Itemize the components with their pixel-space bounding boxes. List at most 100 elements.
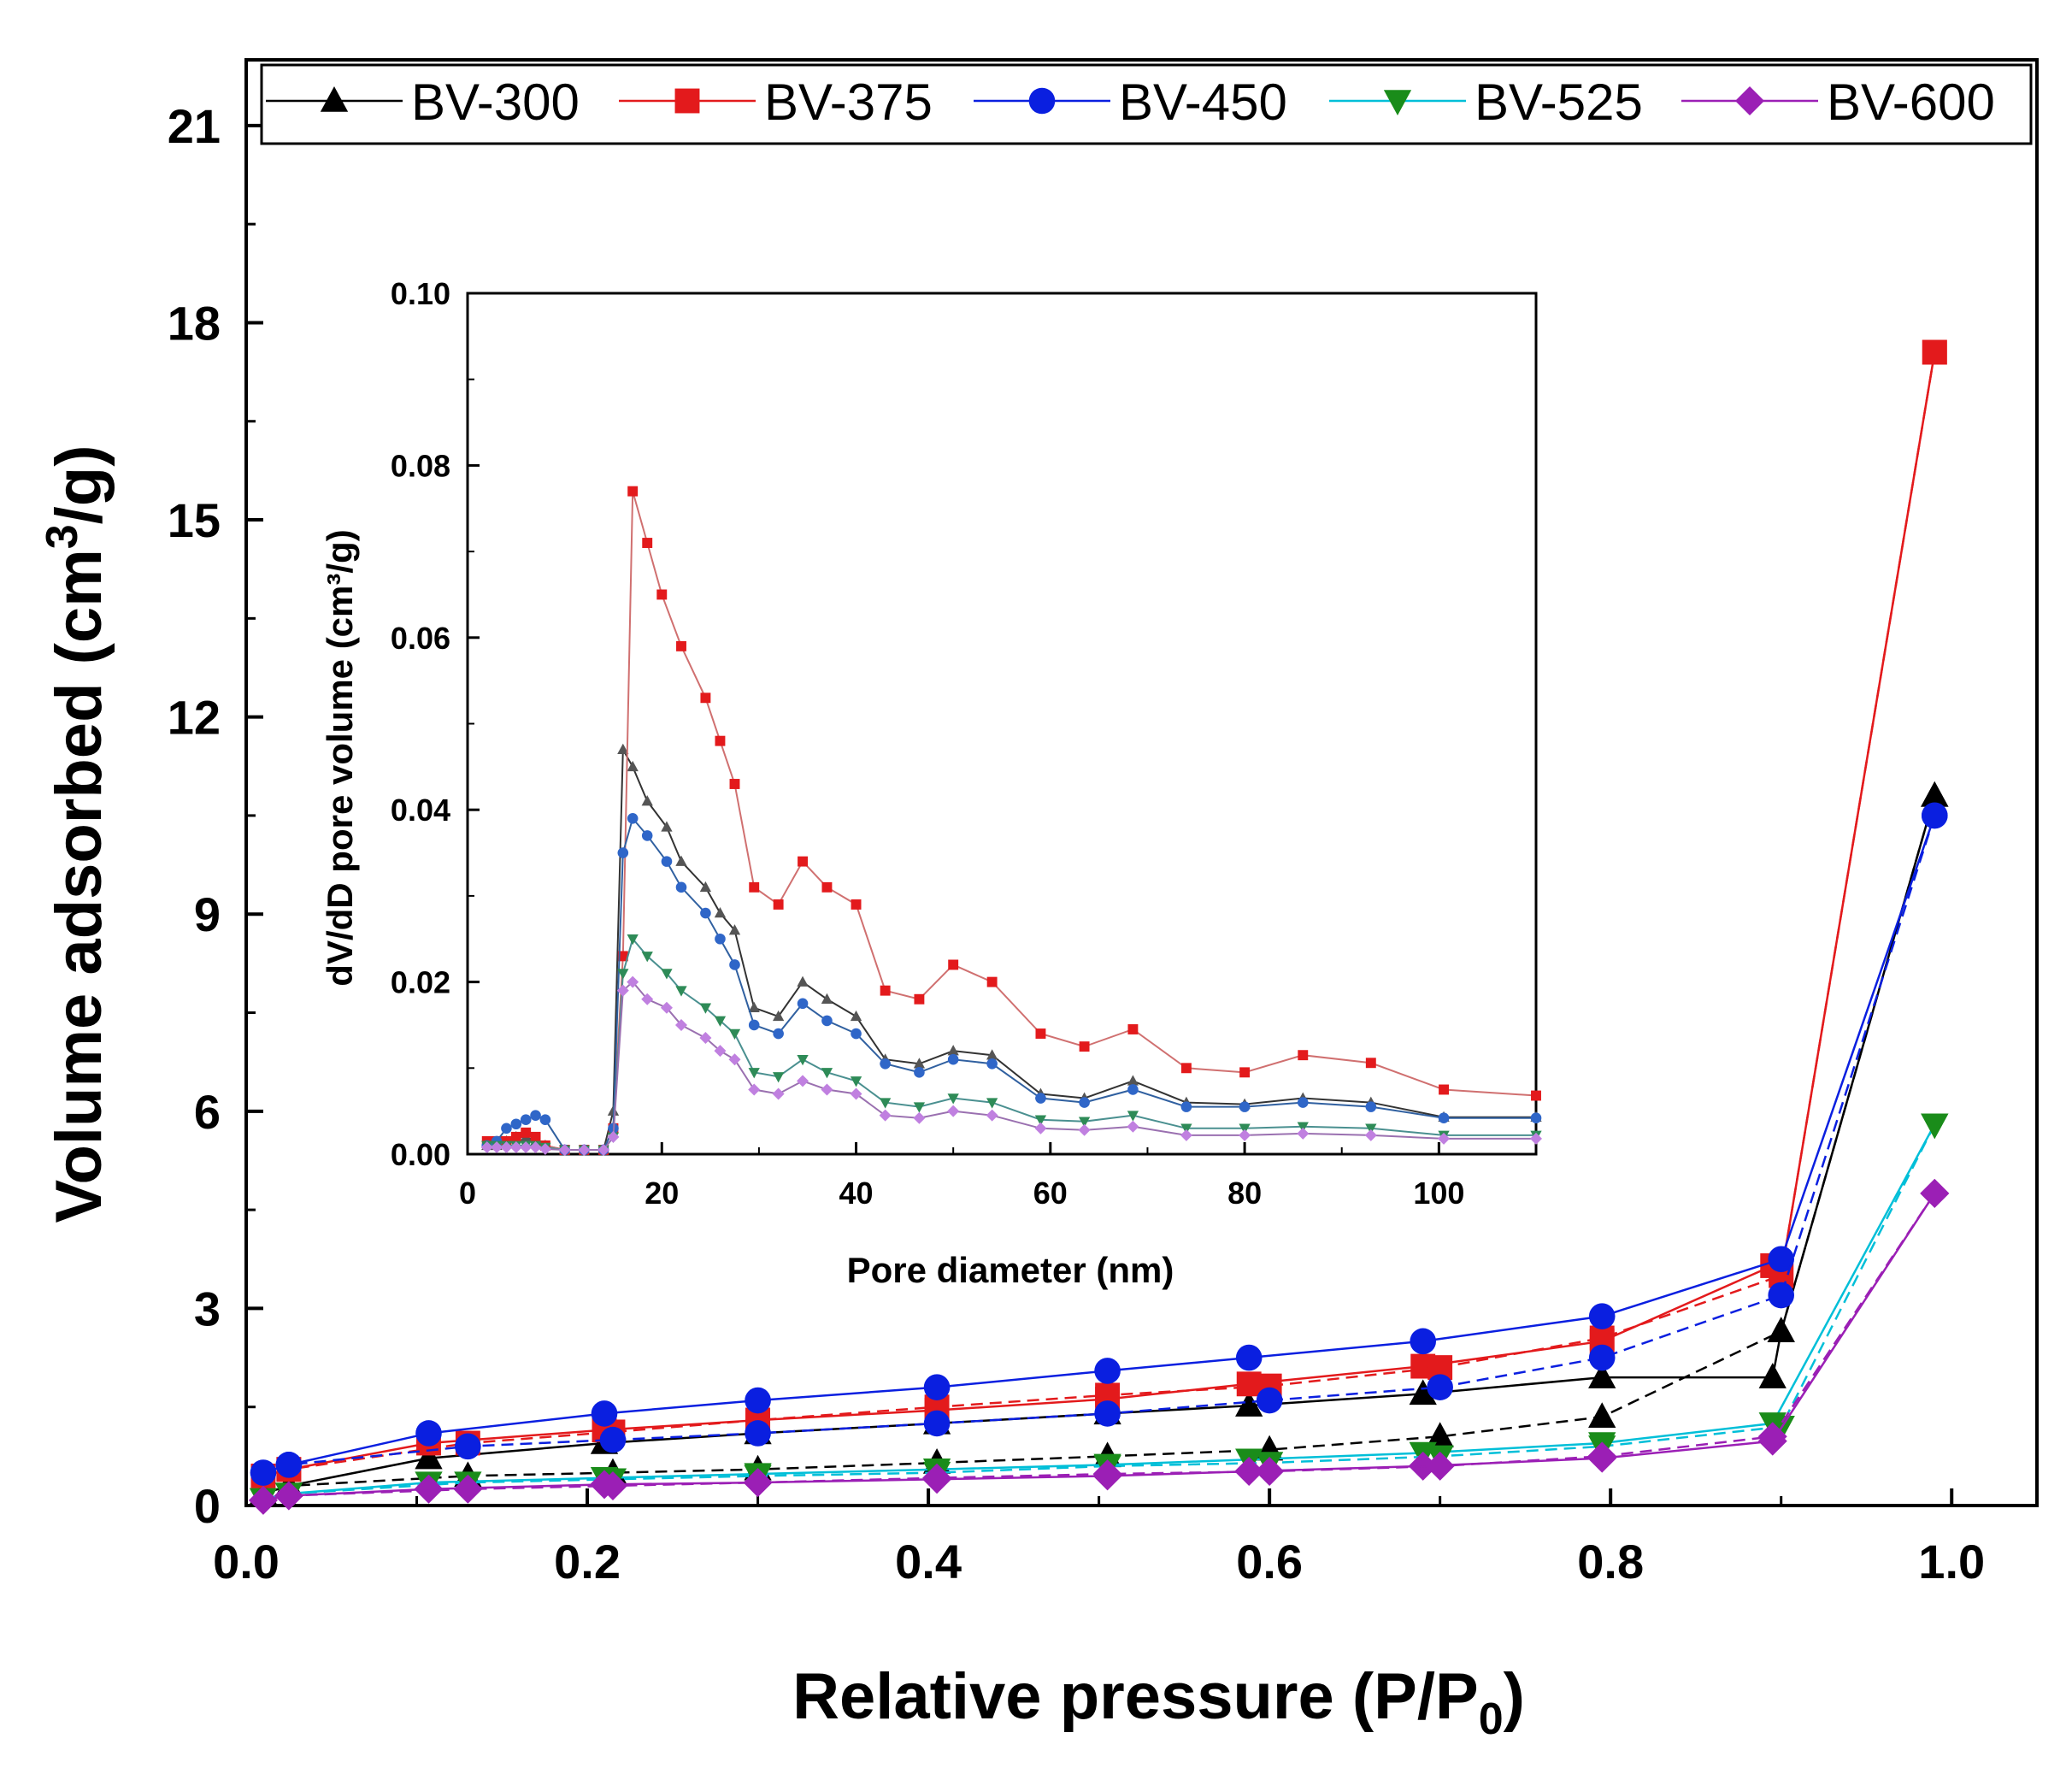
main-data-point xyxy=(1922,339,1947,365)
inset-data-point xyxy=(617,847,629,858)
inset-data-point xyxy=(597,1143,610,1156)
main-data-point xyxy=(1094,1358,1121,1384)
inset-data-point xyxy=(675,986,687,997)
inset-data-point xyxy=(661,821,673,832)
inset-data-point xyxy=(656,589,668,600)
main-data-point xyxy=(248,1485,278,1515)
inset-data-point xyxy=(509,1140,522,1153)
legend-item-bv-600: BV-600 xyxy=(1681,74,1995,131)
inset-data-point xyxy=(748,1083,761,1096)
inset-data-point xyxy=(607,1130,620,1143)
inset-data-point xyxy=(715,933,726,945)
inset-data-point xyxy=(700,692,711,704)
inset-x-axis-title: Pore diameter (nm) xyxy=(847,1250,1174,1290)
legend-item-bv-300: BV-300 xyxy=(266,74,580,131)
inset-ytick-label: 0.08 xyxy=(391,448,450,483)
legend-marker xyxy=(674,88,700,114)
main-ytick-label: 9 xyxy=(194,887,221,941)
main-series-line-desorption xyxy=(288,1123,1936,1495)
inset-data-point xyxy=(947,1105,960,1117)
main-data-point xyxy=(597,1470,627,1500)
inset-data-point xyxy=(1531,1090,1541,1101)
main-ytick-label: 15 xyxy=(168,493,221,547)
inset-data-point xyxy=(851,899,862,910)
inset-data-point xyxy=(617,743,629,754)
inset-data-point xyxy=(821,993,833,1004)
inset-ytick-label: 0.10 xyxy=(391,276,450,311)
inset-data-point xyxy=(1180,1129,1192,1141)
inset-xtick-label: 80 xyxy=(1227,1176,1262,1211)
inset-data-point xyxy=(1034,1115,1047,1126)
inset-data-point xyxy=(627,812,639,824)
main-xtick-label: 0.4 xyxy=(895,1535,962,1588)
inset-ytick-label: 0.00 xyxy=(391,1137,450,1172)
inset-data-point xyxy=(748,1019,760,1031)
inset-data-point xyxy=(714,1016,727,1027)
inset-data-point xyxy=(879,1109,892,1122)
inset-data-point xyxy=(986,1049,998,1060)
legend-box xyxy=(260,63,2033,145)
main-xtick-label: 0.0 xyxy=(213,1535,280,1588)
inset-data-point xyxy=(578,1143,591,1156)
inset-data-point xyxy=(700,907,711,919)
main-data-point xyxy=(1768,1282,1795,1309)
inset-data-point xyxy=(661,856,673,867)
main-data-point xyxy=(745,1420,771,1447)
main-data-point xyxy=(599,1426,627,1453)
inset-data-point xyxy=(1530,1112,1542,1124)
inset-data-point xyxy=(675,1018,687,1031)
inset-data-point xyxy=(821,1015,833,1027)
inset-data-point xyxy=(1035,1093,1046,1104)
inset-data-point xyxy=(1127,1075,1139,1086)
inset-xtick-label: 40 xyxy=(839,1176,874,1211)
inset-data-point xyxy=(797,1075,809,1087)
inset-data-point xyxy=(520,1114,532,1126)
inset-data-point xyxy=(821,1068,833,1079)
inset-data-point xyxy=(986,1098,998,1109)
main-data-point xyxy=(1921,1113,1949,1140)
main-data-point xyxy=(414,1474,444,1504)
inset-data-point xyxy=(1297,1097,1309,1108)
inset-data-point xyxy=(675,881,687,893)
inset-data-point xyxy=(1365,1058,1376,1069)
main-xtick-label: 0.6 xyxy=(1236,1535,1303,1588)
main-data-point xyxy=(1588,1363,1616,1388)
inset-data-point xyxy=(617,969,629,980)
main-data-point xyxy=(1588,1402,1616,1428)
inset-data-point xyxy=(948,959,959,970)
main-series-line-adsorption xyxy=(262,1193,1936,1502)
inset-data-point xyxy=(880,1058,891,1070)
inset-data-point xyxy=(510,1118,522,1130)
main-data-point xyxy=(1235,1344,1263,1371)
inset-data-point xyxy=(510,1131,521,1142)
inset-data-point xyxy=(1365,1123,1377,1134)
main-data-point xyxy=(453,1474,483,1504)
main-series-line-desorption xyxy=(288,1193,1936,1497)
inset-data-point xyxy=(1079,1097,1090,1108)
inset-data-point xyxy=(821,881,833,893)
main-data-point xyxy=(743,1468,773,1498)
inset-data-point xyxy=(521,1127,532,1138)
main-data-point xyxy=(1235,1391,1263,1417)
inset-data-point xyxy=(641,993,654,1005)
main-data-point xyxy=(1255,1457,1285,1487)
inset-plot-frame xyxy=(466,292,1538,1156)
inset-data-point xyxy=(1297,1127,1310,1140)
inset-data-point xyxy=(627,975,639,988)
inset-data-point xyxy=(491,1140,503,1153)
main-ytick-label: 3 xyxy=(194,1282,221,1335)
main-data-point xyxy=(591,1400,618,1427)
inset-data-point xyxy=(714,1045,727,1058)
inset-data-point xyxy=(850,1087,862,1100)
main-xtick-label: 0.8 xyxy=(1577,1535,1644,1588)
main-series-line-adsorption xyxy=(262,1123,1936,1500)
inset-data-point xyxy=(821,1083,833,1096)
main-series-line-adsorption xyxy=(262,815,1936,1474)
inset-data-point xyxy=(1180,1123,1192,1134)
legend-item-bv-525: BV-525 xyxy=(1329,74,1643,131)
main-data-point xyxy=(745,1387,771,1414)
inset-data-point xyxy=(1035,1028,1046,1039)
inset-data-point xyxy=(1297,1122,1309,1133)
inset-data-point xyxy=(1439,1084,1449,1095)
